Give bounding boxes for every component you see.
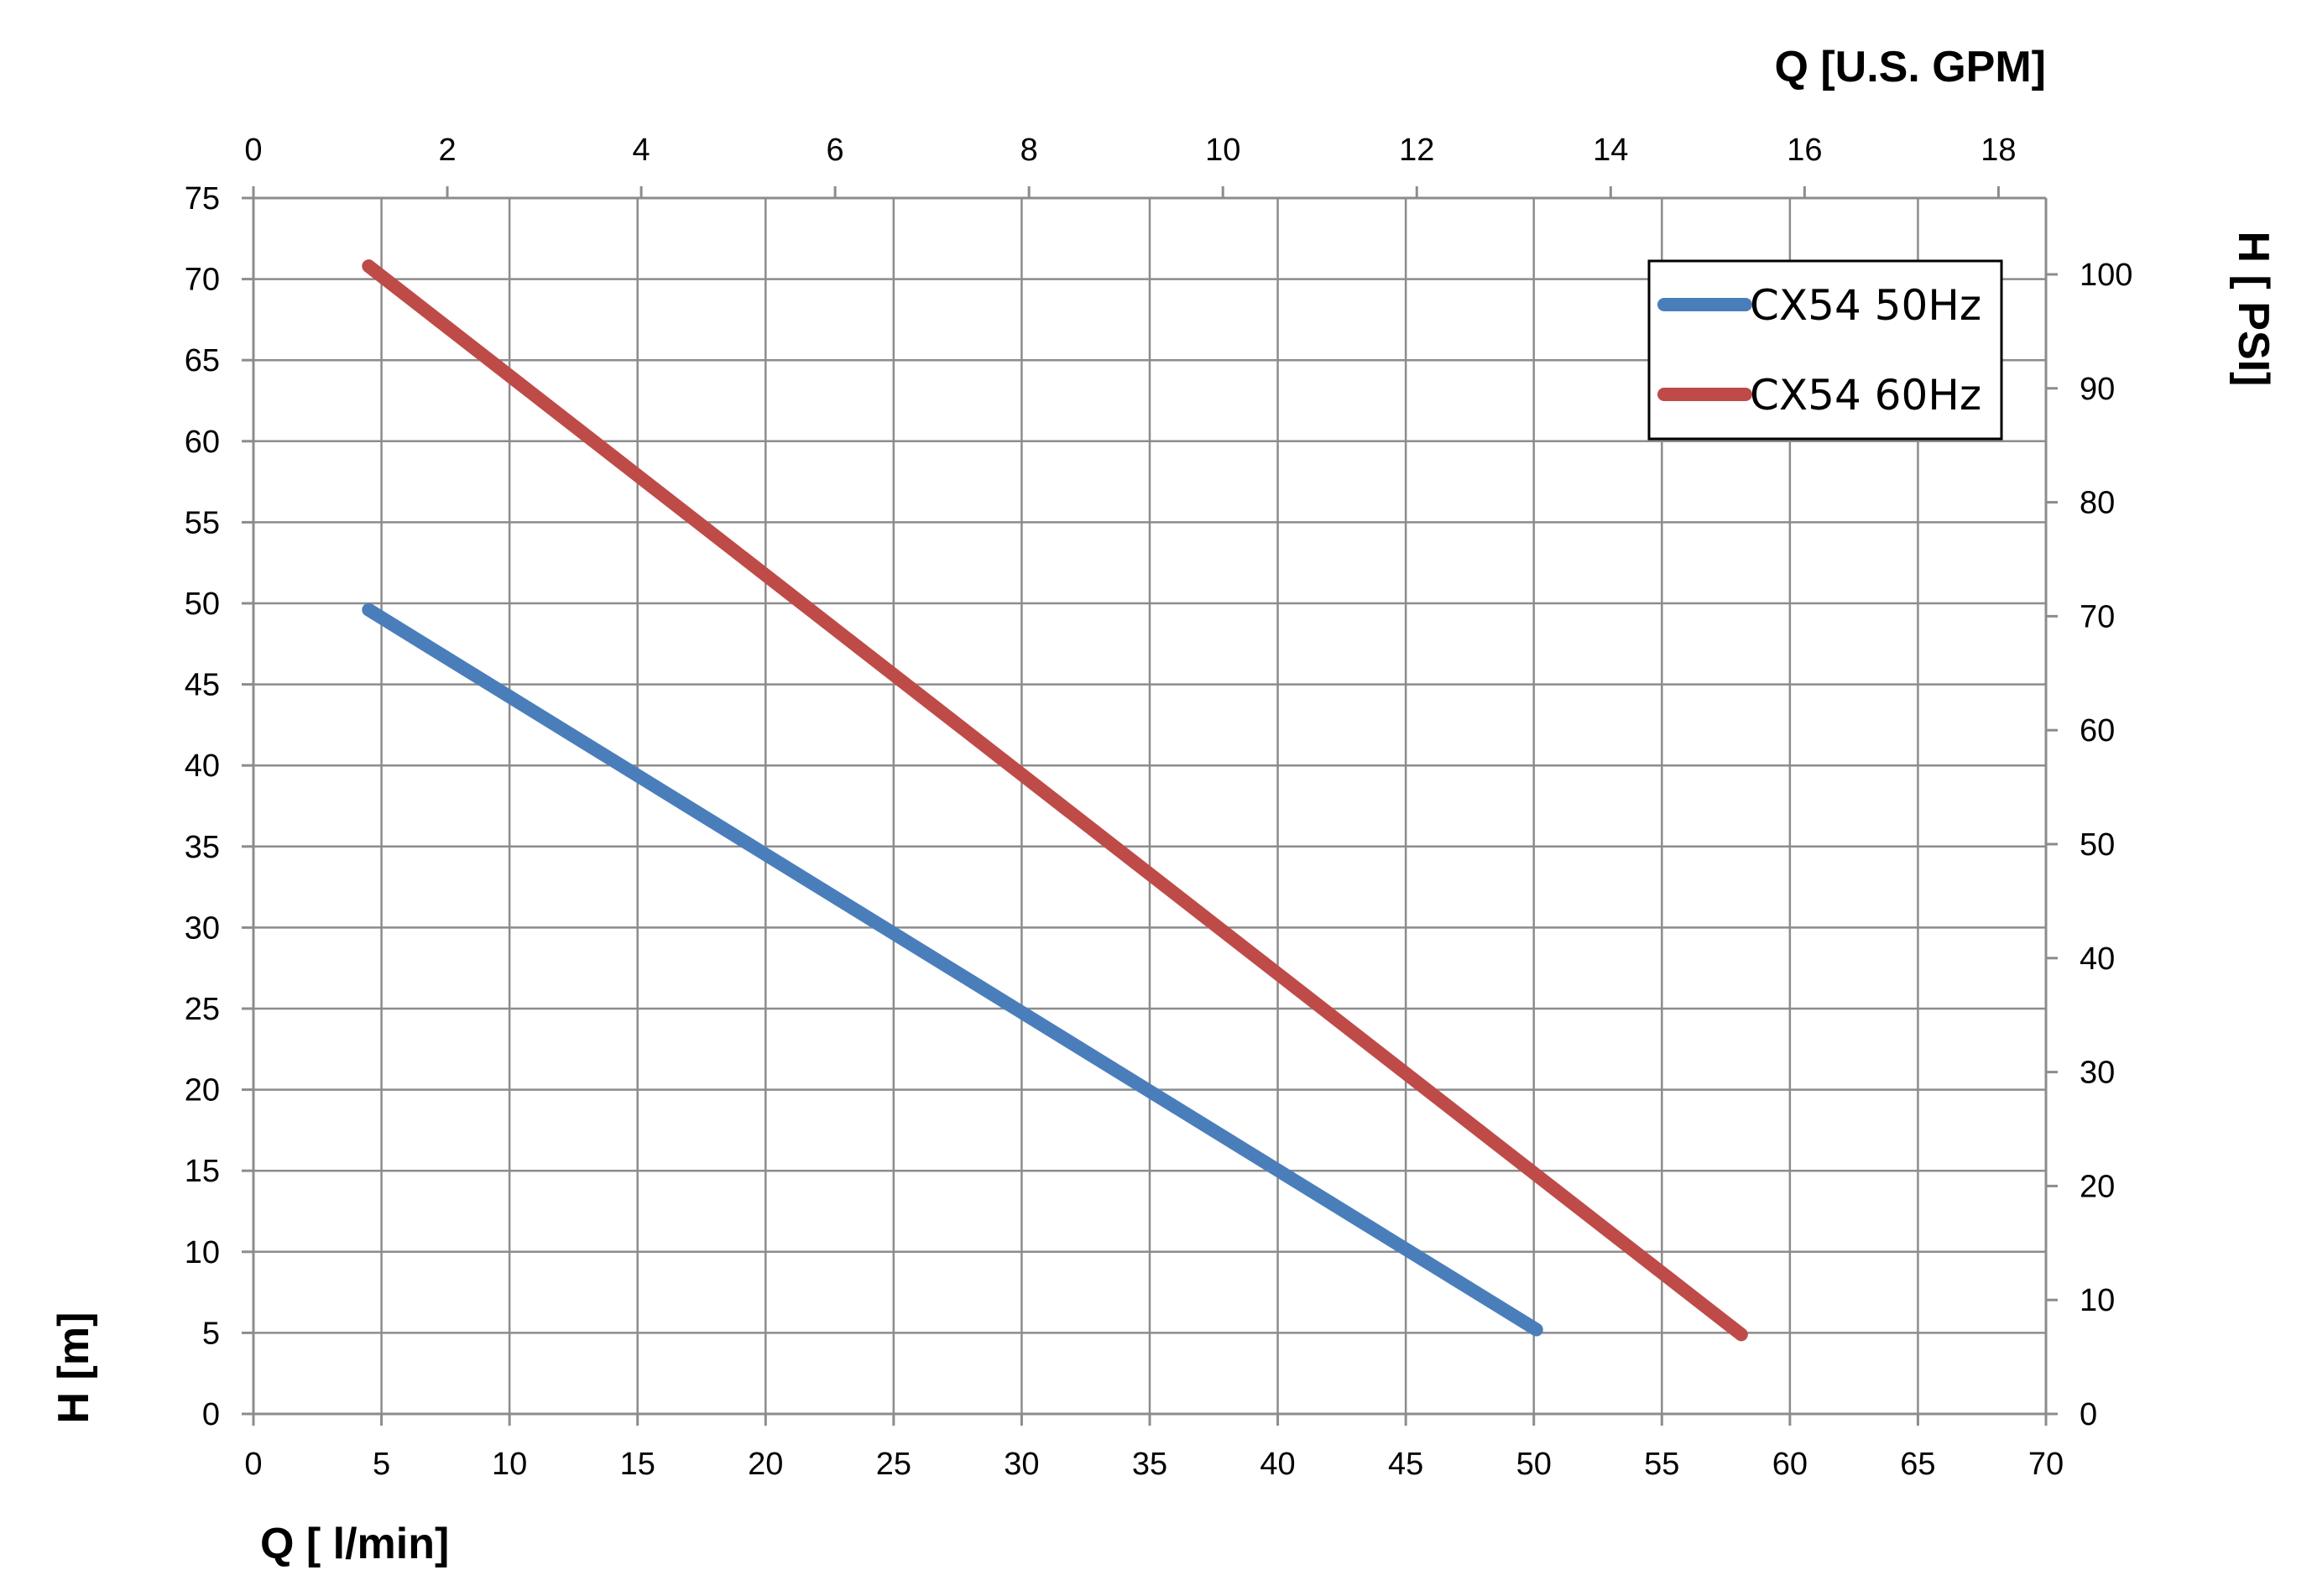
y-left-tick-label: 70 <box>185 263 220 298</box>
x-top-tick-label: 10 <box>1205 133 1240 168</box>
x-top-tick-label: 16 <box>1787 133 1822 168</box>
x-bottom-tick-label: 15 <box>620 1447 655 1482</box>
x-top-tick-label: 8 <box>1020 133 1038 168</box>
y-right-tick-label: 90 <box>2080 372 2115 407</box>
x-bottom-tick-label: 35 <box>1132 1447 1167 1482</box>
x-bottom-tick-label: 20 <box>748 1447 783 1482</box>
series-line-1 <box>362 602 1543 1337</box>
x-bottom-tick-label: 0 <box>244 1447 262 1482</box>
y-right-tick-label: 70 <box>2080 599 2115 634</box>
y-left-tick-label: 60 <box>185 425 220 460</box>
ticks: 0 5 10 15 20 25 30 35 40 45 50 55 60 65 70051015202530… <box>185 133 2133 1482</box>
x-bottom-tick-label: 50 <box>1516 1447 1552 1482</box>
x-top-axis-title: Q [U.S. GPM] <box>1774 43 2046 91</box>
x-top-tick-label: 6 <box>827 133 844 168</box>
y-right-tick-label: 100 <box>2080 258 2132 293</box>
legend: CX54 50Hz CX54 60Hz <box>1647 259 2003 441</box>
series-line-2 <box>362 259 1748 1342</box>
y-left-tick-label: 15 <box>185 1154 220 1189</box>
y-left-tick-label: 50 <box>185 587 220 622</box>
x-bottom-tick-label: 10 <box>492 1447 527 1482</box>
y-left-tick-label: 20 <box>185 1073 220 1108</box>
x-bottom-tick-label: 25 <box>876 1447 911 1482</box>
y-right-tick-label: 0 <box>2080 1397 2097 1432</box>
x-bottom-tick-label: 30 <box>1004 1447 1039 1482</box>
x-top-tick-label: 14 <box>1593 133 1628 168</box>
x-bottom-tick-label: 55 <box>1644 1447 1679 1482</box>
y-right-axis-title: H [ PSI] <box>2229 232 2278 387</box>
x-bottom-tick-label: 5 <box>373 1447 390 1482</box>
y-left-tick-label: 75 <box>185 181 220 216</box>
y-left-tick-label: 35 <box>185 830 220 865</box>
y-left-axis-title: H [m] <box>50 1312 98 1424</box>
y-left-tick-label: 10 <box>185 1235 220 1270</box>
y-left-tick-label: 65 <box>185 343 220 378</box>
y-left-tick-label: 55 <box>185 505 220 540</box>
x-top-tick-label: 12 <box>1399 133 1434 168</box>
y-right-tick-label: 50 <box>2080 827 2115 863</box>
x-top-tick-label: 4 <box>633 133 650 168</box>
y-left-tick-label: 5 <box>202 1316 220 1351</box>
y-right-tick-label: 20 <box>2080 1169 2115 1204</box>
legend-label: CX54 50Hz <box>1750 281 1981 330</box>
y-right-tick-label: 30 <box>2080 1056 2115 1091</box>
x-top-tick-label: 2 <box>438 133 456 168</box>
legend-label: CX54 60Hz <box>1750 371 1981 420</box>
y-left-tick-label: 0 <box>202 1397 220 1432</box>
y-left-tick-label: 25 <box>185 992 220 1027</box>
x-bottom-tick-label: 40 <box>1260 1447 1295 1482</box>
series <box>362 259 1748 1342</box>
x-bottom-tick-label: 60 <box>1772 1447 1808 1482</box>
y-right-tick-label: 40 <box>2080 941 2115 977</box>
x-top-tick-label: 0 <box>244 133 262 168</box>
x-bottom-tick-label: 45 <box>1388 1447 1423 1482</box>
x-bottom-tick-label: 65 <box>1900 1447 1935 1482</box>
x-bottom-axis-title: Q [ l/min] <box>260 1520 449 1568</box>
x-bottom-tick-label: 70 <box>2028 1447 2064 1482</box>
y-left-tick-label: 45 <box>185 668 220 703</box>
axis-titles: Q [ l/min] Q [U.S. GPM] H [m] H [ PSI] <box>50 43 2278 1568</box>
y-right-tick-label: 60 <box>2080 713 2115 748</box>
y-right-tick-label: 80 <box>2080 486 2115 521</box>
y-right-tick-label: 10 <box>2080 1283 2115 1318</box>
x-top-tick-label: 18 <box>1981 133 2016 168</box>
y-left-tick-label: 40 <box>185 748 220 784</box>
legend-box <box>1647 259 2003 441</box>
y-left-tick-label: 30 <box>185 910 220 946</box>
